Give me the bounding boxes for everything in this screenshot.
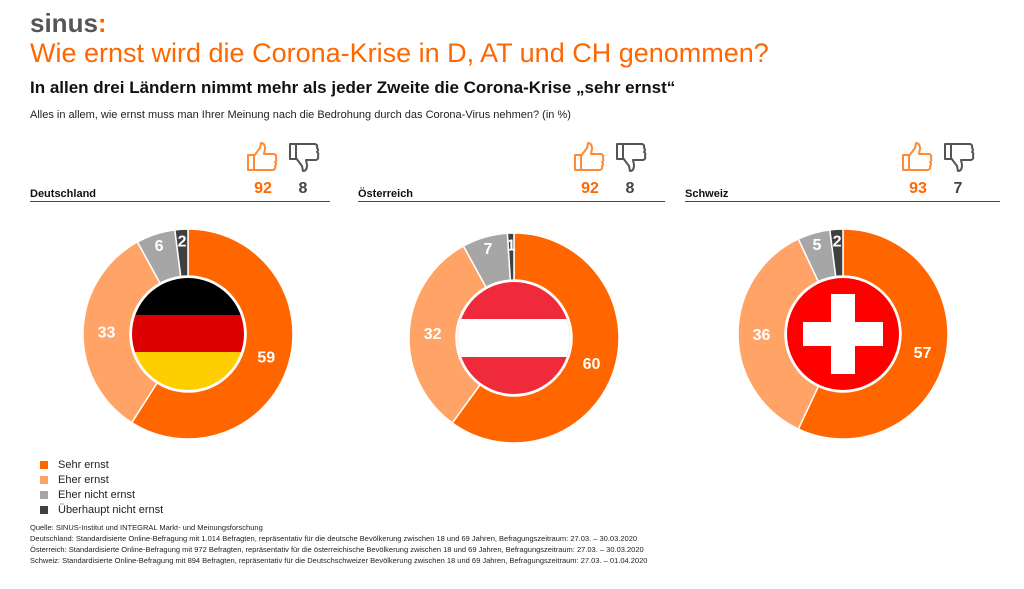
legend-item-ueberhaupt-nicht-ernst: Überhaupt nicht ernst (40, 504, 163, 516)
header-rule (30, 201, 330, 202)
legend-swatch (40, 476, 48, 484)
legend-swatch (40, 461, 48, 469)
page-subtitle: In allen drei Ländern nimmt mehr als jed… (30, 78, 676, 97)
country-name: Österreich (358, 187, 413, 200)
data-label: 6 (155, 238, 164, 255)
data-label: 5 (812, 237, 821, 254)
thumbs-up-icon (247, 142, 278, 171)
chart-ch: Schweiz 93 7 57 36 5 2 (685, 142, 1000, 440)
survey-question: Alles in allem, wie ernst muss man Ihrer… (30, 109, 571, 121)
logo-mark: : (97, 8, 107, 38)
legend-label: Sehr ernst (58, 459, 109, 471)
legend-label: Eher ernst (58, 474, 109, 486)
donut-segment-4 (506, 232, 515, 281)
page-title: Wie ernst wird die Corona-Krise in D, AT… (30, 38, 769, 68)
thumbs-up-icon (902, 142, 933, 171)
legend-swatch (40, 491, 48, 499)
data-label: 7 (483, 241, 492, 258)
thumbs-down-icon (944, 143, 975, 172)
logo-text: sinus (30, 8, 98, 38)
data-label: 32 (424, 326, 442, 343)
agree-value: 93 (909, 180, 927, 197)
legend-label: Überhaupt nicht ernst (58, 504, 164, 516)
footnote-at: Österreich: Standardisierte Online-Befra… (30, 545, 644, 554)
donut-segment-1 (451, 232, 620, 444)
legend-swatch (40, 506, 48, 514)
legend-item-eher-ernst: Eher ernst (40, 474, 109, 486)
data-label: 57 (914, 345, 932, 362)
data-label: 1 (507, 238, 516, 255)
sinus-logo: sinus: (30, 8, 107, 39)
thumbs-down-icon (289, 143, 320, 172)
chart-de: Deutschland 92 8 59 33 6 2 (30, 142, 330, 440)
flag-de (132, 278, 244, 390)
disagree-value: 8 (299, 180, 308, 197)
legend-item-sehr-ernst: Sehr ernst (40, 459, 109, 471)
footnote-de: Deutschland: Standardisierte Online-Befr… (30, 534, 638, 543)
footnote-ch: Schweiz: Standardisierte Online-Befragun… (30, 556, 648, 565)
disagree-value: 7 (954, 180, 963, 197)
legend-item-eher-nicht-ernst: Eher nicht ernst (40, 489, 135, 501)
agree-value: 92 (581, 180, 599, 197)
donut-segment-4 (174, 228, 189, 278)
donut-segment-1 (797, 228, 949, 440)
thumbs-down-icon (616, 143, 647, 172)
data-label: 2 (178, 234, 187, 251)
donut-segment-2 (408, 244, 488, 424)
footnote-source: Quelle: SINUS-Institut und INTEGRAL Mark… (30, 523, 263, 532)
country-name: Schweiz (685, 188, 729, 200)
flag-ch (787, 278, 899, 390)
data-label: 33 (98, 324, 116, 341)
country-name: Deutschland (30, 188, 96, 200)
data-label: 60 (583, 356, 601, 373)
donut-segment-4 (829, 228, 844, 278)
donut-segment-1 (130, 228, 294, 440)
disagree-value: 8 (626, 180, 635, 197)
data-label: 59 (257, 350, 275, 367)
flag-at (458, 282, 570, 394)
donut-segment-2 (82, 240, 162, 424)
legend-label: Eher nicht ernst (58, 489, 136, 501)
header-rule (358, 201, 665, 202)
thumbs-up-icon (574, 142, 605, 171)
agree-value: 92 (254, 180, 272, 197)
header-rule (685, 201, 1000, 202)
data-label: 2 (833, 234, 842, 251)
donut-segment-2 (737, 237, 820, 431)
chart-at: Österreich 92 8 60 32 7 1 (358, 142, 665, 444)
data-label: 36 (753, 327, 771, 344)
